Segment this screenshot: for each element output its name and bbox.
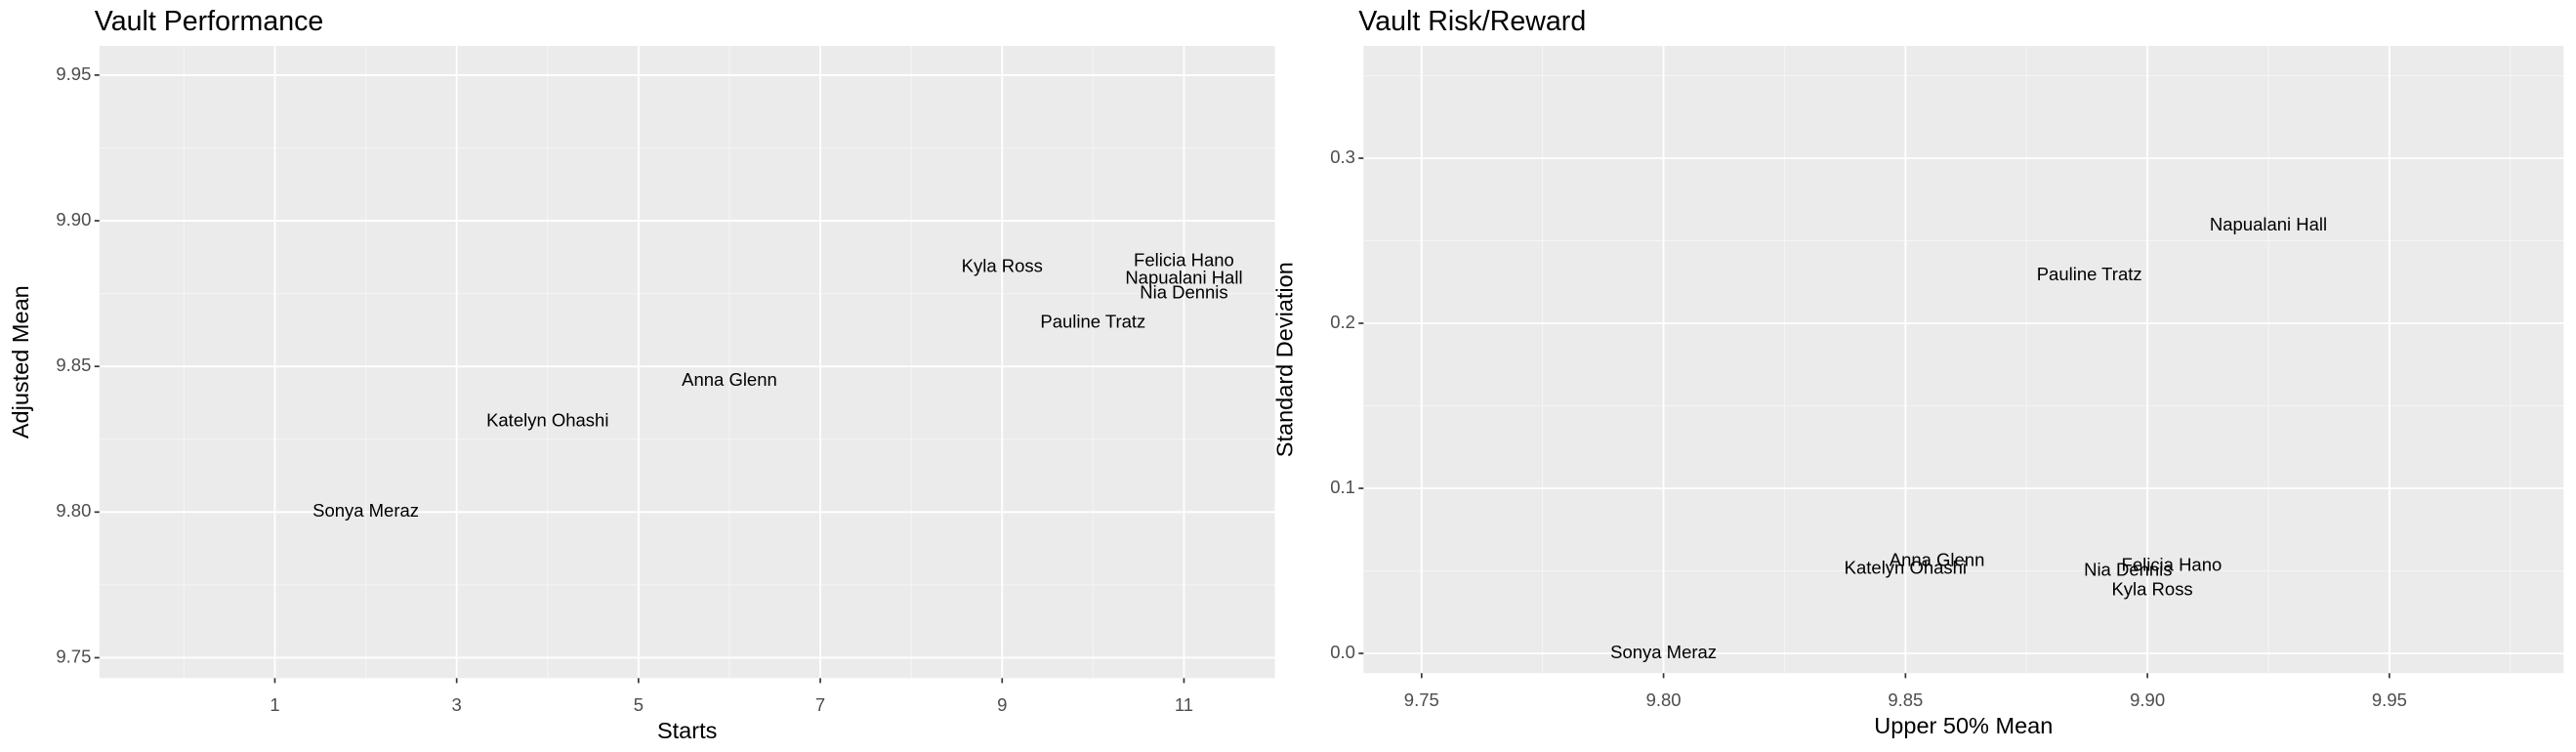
point-label: Napualani Hall bbox=[1125, 268, 1242, 288]
x-tick-label: 1 bbox=[270, 694, 279, 715]
y-tick-label: 9.85 bbox=[56, 355, 91, 375]
x-axis-title: Upper 50% Mean bbox=[1874, 713, 2053, 738]
point-label: Anna Glenn bbox=[682, 369, 777, 390]
x-axis-title: Starts bbox=[657, 718, 717, 743]
point-label: Pauline Tratz bbox=[2037, 264, 2142, 284]
plot-panel bbox=[99, 46, 1275, 679]
point-label: Anna Glenn bbox=[1890, 549, 1985, 569]
point-label: Felicia Hano bbox=[1134, 250, 1234, 271]
y-axis-title: Standard Deviation bbox=[1272, 262, 1298, 457]
plot-panel bbox=[1363, 46, 2564, 674]
x-tick-label: 9 bbox=[997, 694, 1007, 715]
x-tick-label: 9.90 bbox=[2130, 689, 2165, 710]
x-tick-label: 9.95 bbox=[2372, 689, 2407, 710]
x-tick-label: 9.85 bbox=[1888, 689, 1923, 710]
y-tick-label: 0.1 bbox=[1330, 477, 1355, 497]
x-tick-label: 11 bbox=[1175, 694, 1193, 715]
y-tick-label: 0.2 bbox=[1330, 312, 1355, 332]
y-tick-label: 0.3 bbox=[1330, 146, 1355, 167]
chart-title: Vault Risk/Reward bbox=[1358, 6, 1586, 37]
y-tick-label: 9.90 bbox=[56, 209, 91, 230]
x-tick-label: 9.75 bbox=[1404, 689, 1439, 710]
y-axis-title: Adjusted Mean bbox=[8, 285, 33, 439]
y-tick-label: 9.80 bbox=[56, 500, 91, 521]
point-label: Kyla Ross bbox=[962, 256, 1043, 276]
chart-panel: 9.75 9.80 9.85 9.90 9.95 0.0 0.1 0.2 0.3 Sonya Me… bbox=[1272, 6, 2564, 738]
point-label: Katelyn Ohashi bbox=[486, 410, 608, 431]
point-label: Sonya Meraz bbox=[312, 500, 419, 521]
point-label: Katelyn Ohashi bbox=[1845, 558, 1967, 578]
x-tick-label: 9.80 bbox=[1646, 689, 1682, 710]
x-tick-label: 3 bbox=[452, 694, 462, 715]
x-tick-label: 5 bbox=[634, 694, 644, 715]
point-label: Felicia Hano bbox=[2122, 554, 2223, 574]
x-tick-label: 7 bbox=[815, 694, 825, 715]
y-tick-label: 0.0 bbox=[1330, 642, 1355, 662]
chart-title: Vault Performance bbox=[95, 6, 324, 37]
point-label: Napualani Hall bbox=[2210, 214, 2327, 234]
point-label: Pauline Tratz bbox=[1040, 311, 1145, 331]
point-label: Sonya Meraz bbox=[1610, 642, 1717, 662]
point-label: Kyla Ross bbox=[2111, 579, 2192, 600]
point-label: Nia Dennis bbox=[2084, 559, 2172, 579]
point-label: Nia Dennis bbox=[1140, 282, 1227, 303]
chart-panel: 1 3 5 7 9 11 9.75 9.80 9.85 9.90 9.95 Sonya Meraz Ka… bbox=[8, 6, 1275, 743]
y-tick-label: 9.75 bbox=[56, 646, 91, 666]
y-tick-label: 9.95 bbox=[56, 63, 91, 84]
